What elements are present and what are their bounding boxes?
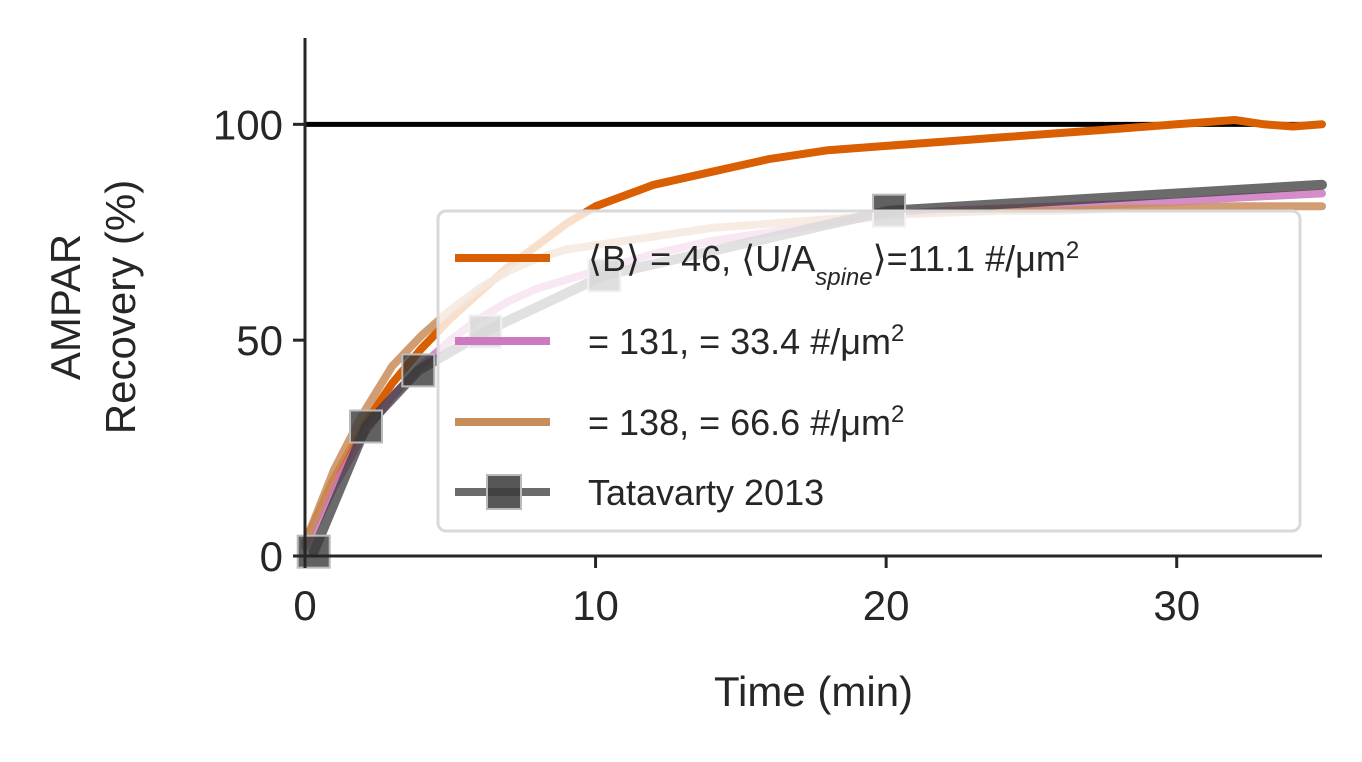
y-tick-label: 50 <box>236 317 283 364</box>
y-axis-label-line-2: Recovery (%) <box>97 180 144 434</box>
legend-box <box>436 209 1302 533</box>
tatavarty-point-marker <box>349 409 384 444</box>
legend-label-1: ⟨B⟩ = 46, ⟨U/Aspine⟩=11.1 #/μm2 <box>588 237 1079 291</box>
legend-marker-square <box>486 474 522 510</box>
y-tick-label: 0 <box>260 533 283 580</box>
legend-label-4: Tatavarty 2013 <box>588 472 824 513</box>
y-tick-label: 100 <box>213 101 283 148</box>
x-tick-label: 0 <box>293 582 316 629</box>
x-tick-label: 30 <box>1153 582 1200 629</box>
legend-label-2: = 131, = 33.4 #/μm2 <box>588 320 904 363</box>
legend: ⟨B⟩ = 46, ⟨U/Aspine⟩=11.1 #/μm2 = 131, =… <box>436 209 1302 533</box>
x-tick-label: 20 <box>863 582 910 629</box>
y-axis-label-line-1: AMPAR <box>42 234 89 380</box>
tatavarty-point-marker <box>401 353 436 388</box>
tatavarty-point-marker <box>296 534 331 569</box>
axes-layer: 0 10 20 30 0 50 100 <box>213 38 1322 629</box>
x-tick-label: 10 <box>572 582 619 629</box>
x-axis-label: Time (min) <box>714 668 913 715</box>
series-line-1 <box>301 116 1326 547</box>
legend-label-3: = 138, = 66.6 #/μm2 <box>588 401 904 444</box>
